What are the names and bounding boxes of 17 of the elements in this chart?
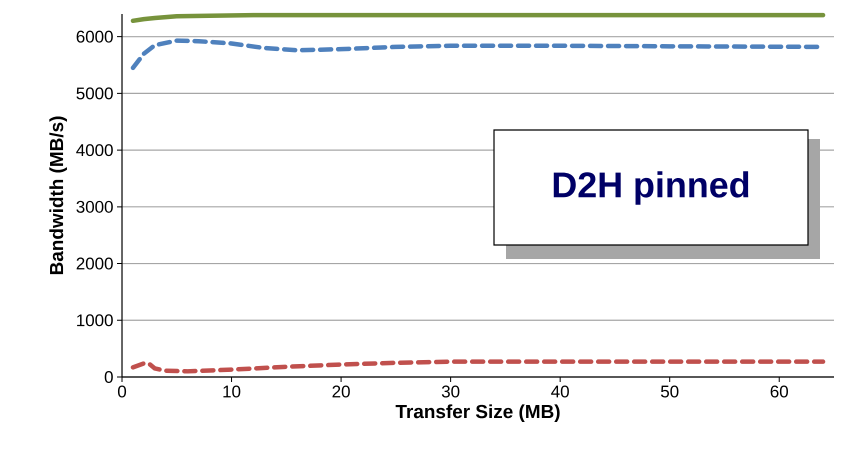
x-tick-label: 60 <box>770 386 788 398</box>
y-tick-label: 6000 <box>76 30 113 43</box>
y-tick-label: 5000 <box>76 87 113 100</box>
y-tick-label: 4000 <box>76 144 113 156</box>
x-tick-label: 30 <box>442 386 460 398</box>
x-tick-label: 20 <box>332 386 350 398</box>
y-tick-label: 2000 <box>76 258 113 270</box>
x-tick-label: 50 <box>660 386 678 398</box>
y-tick-label: 3000 <box>76 200 113 213</box>
y-tick-label: 1000 <box>77 314 113 326</box>
x-tick-label: 10 <box>223 386 240 398</box>
annotation: D2H pinned <box>554 171 748 205</box>
y-tick-label: 0 <box>104 370 113 383</box>
y-axis-title: Bandwidth (MB/s) <box>49 116 67 274</box>
x-axis-title: Transfer Size (MB) <box>396 404 560 422</box>
x-tick-label: 40 <box>551 386 569 398</box>
x-tick-label: 0 <box>118 386 126 398</box>
